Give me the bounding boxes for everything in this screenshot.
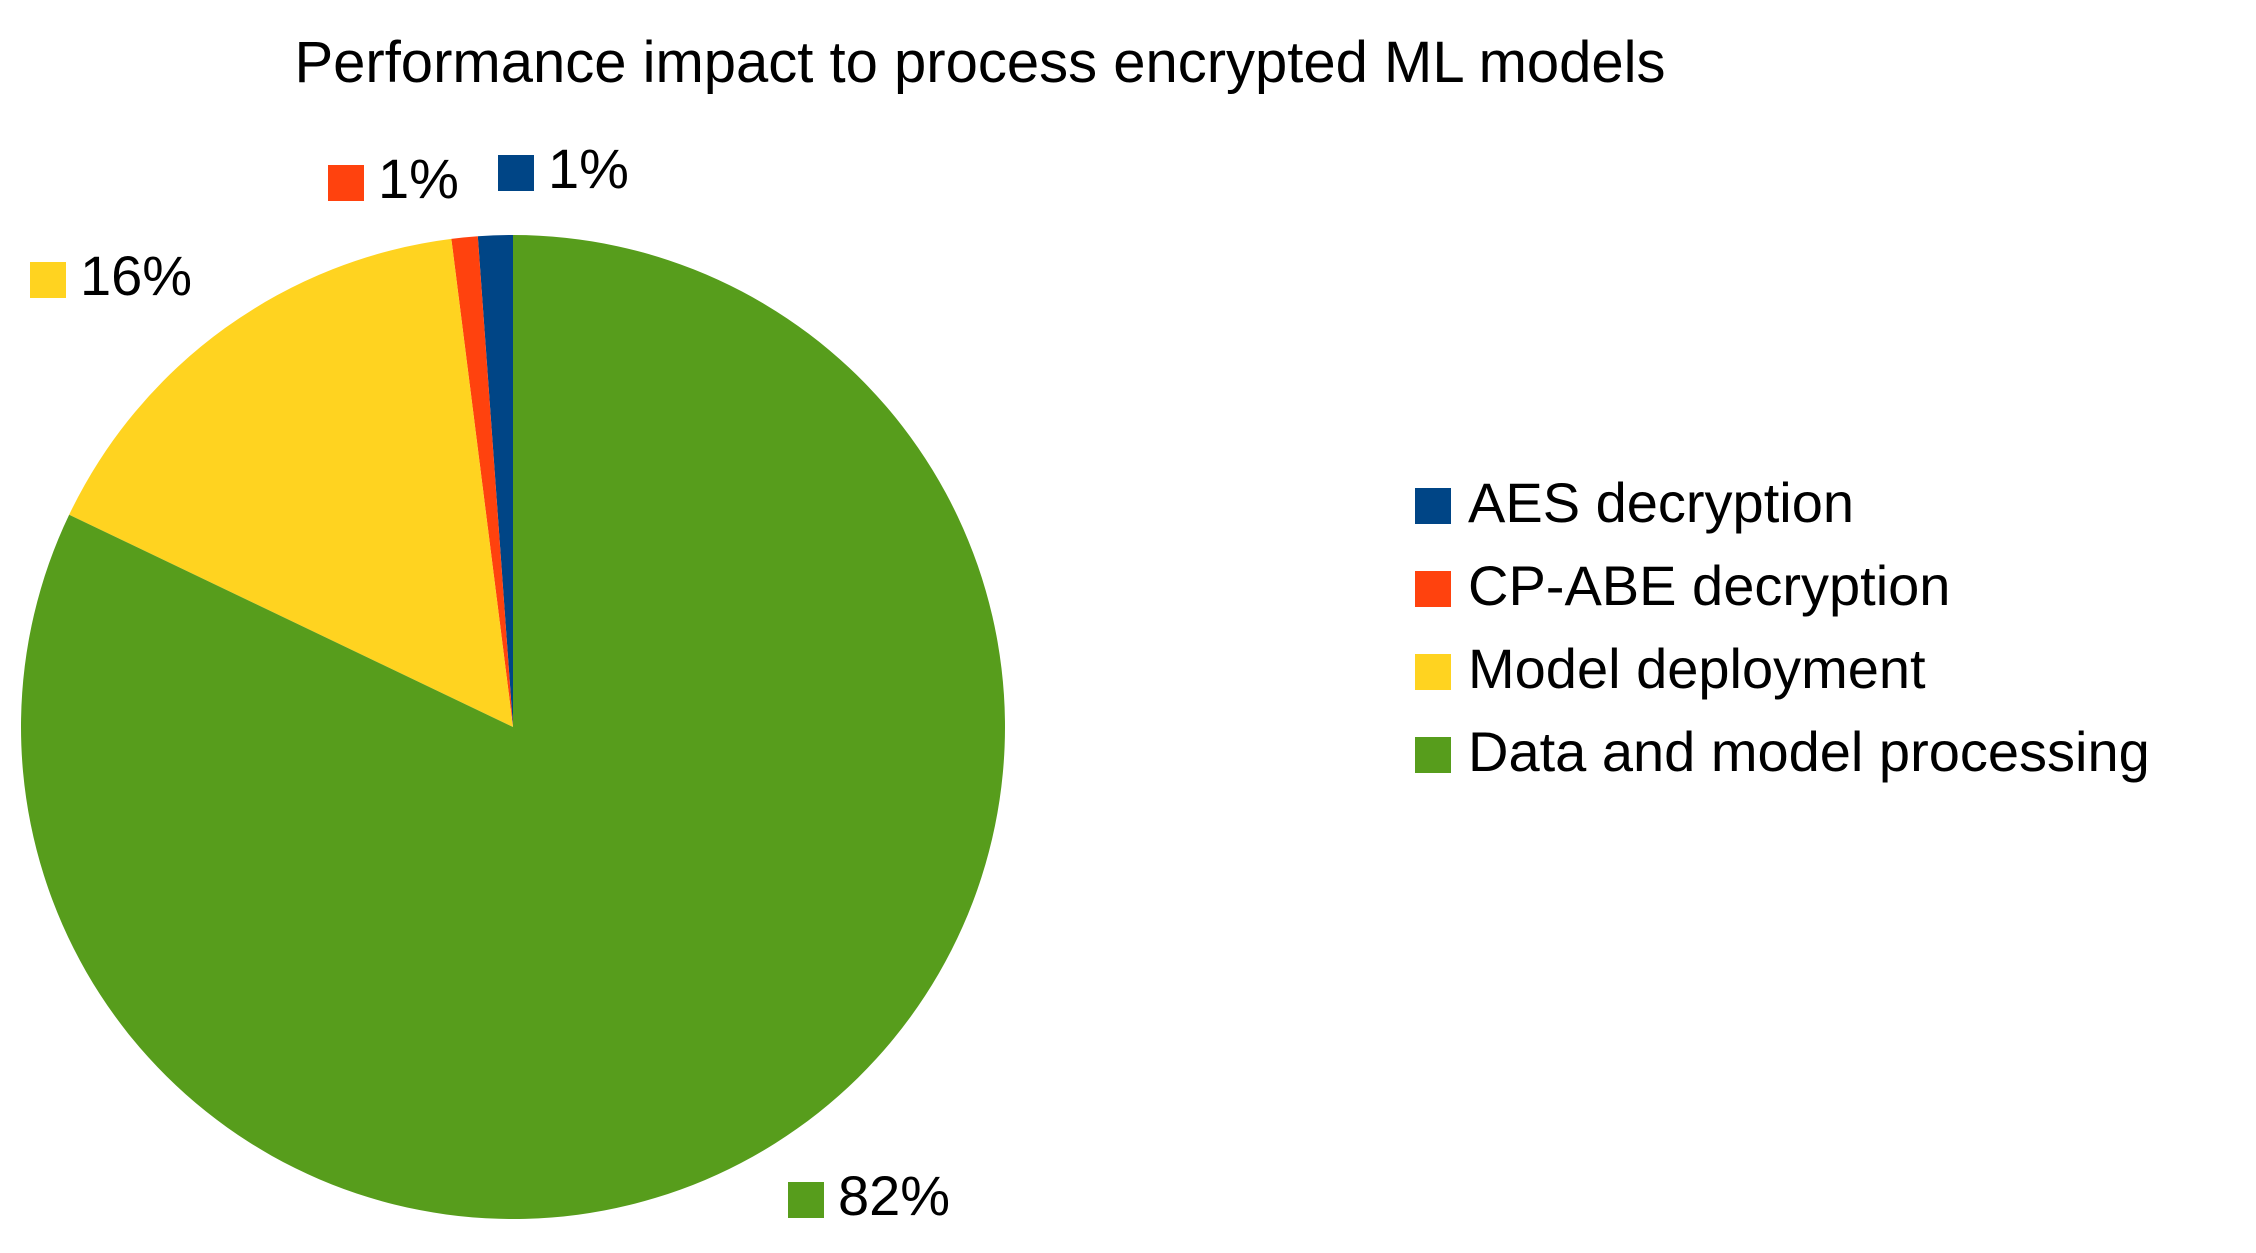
legend-label-data-and-model-processing: Data and model processing [1468,720,2150,783]
data-label-data-and-model-processing: 82% [838,1164,950,1227]
pie-data-labels: 1% 1% 16% 82% [30,137,950,1227]
data-label-aes-decryption: 1% [548,137,629,200]
legend: AES decryption CP-ABE decryption Model dep… [1415,471,2150,783]
data-label-swatch-cp-abe-decryption [328,165,364,201]
legend-swatch-cp-abe-decryption [1415,571,1451,607]
pie-slice-model-deployment [69,238,514,727]
data-label-swatch-aes-decryption [498,155,534,191]
pie-slice-aes-decryption [477,235,513,727]
data-label-swatch-data-and-model-processing [788,1182,824,1218]
legend-label-cp-abe-decryption: CP-ABE decryption [1468,554,1950,617]
data-label-model-deployment: 16% [80,244,192,307]
chart-title: Performance impact to process encrypted … [294,30,1665,95]
legend-swatch-data-and-model-processing [1415,737,1451,773]
legend-label-model-deployment: Model deployment [1468,637,1926,700]
legend-label-aes-decryption: AES decryption [1468,471,1854,534]
legend-swatch-model-deployment [1415,654,1451,690]
legend-swatch-aes-decryption [1415,488,1451,524]
pie-slice-cp-abe-decryption [451,236,513,727]
data-label-cp-abe-decryption: 1% [378,147,459,210]
pie-slice-data-and-model-processing [21,235,1006,1220]
data-label-swatch-model-deployment [30,262,66,298]
pie-slices [21,235,1006,1220]
